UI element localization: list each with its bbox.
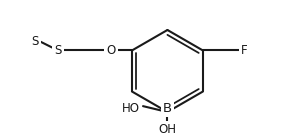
Text: S: S [31, 35, 39, 48]
Text: O: O [106, 44, 115, 57]
Text: OH: OH [158, 123, 177, 136]
Text: B: B [163, 102, 172, 115]
Text: S: S [54, 44, 62, 57]
Text: HO: HO [122, 102, 140, 115]
Text: F: F [241, 44, 247, 57]
